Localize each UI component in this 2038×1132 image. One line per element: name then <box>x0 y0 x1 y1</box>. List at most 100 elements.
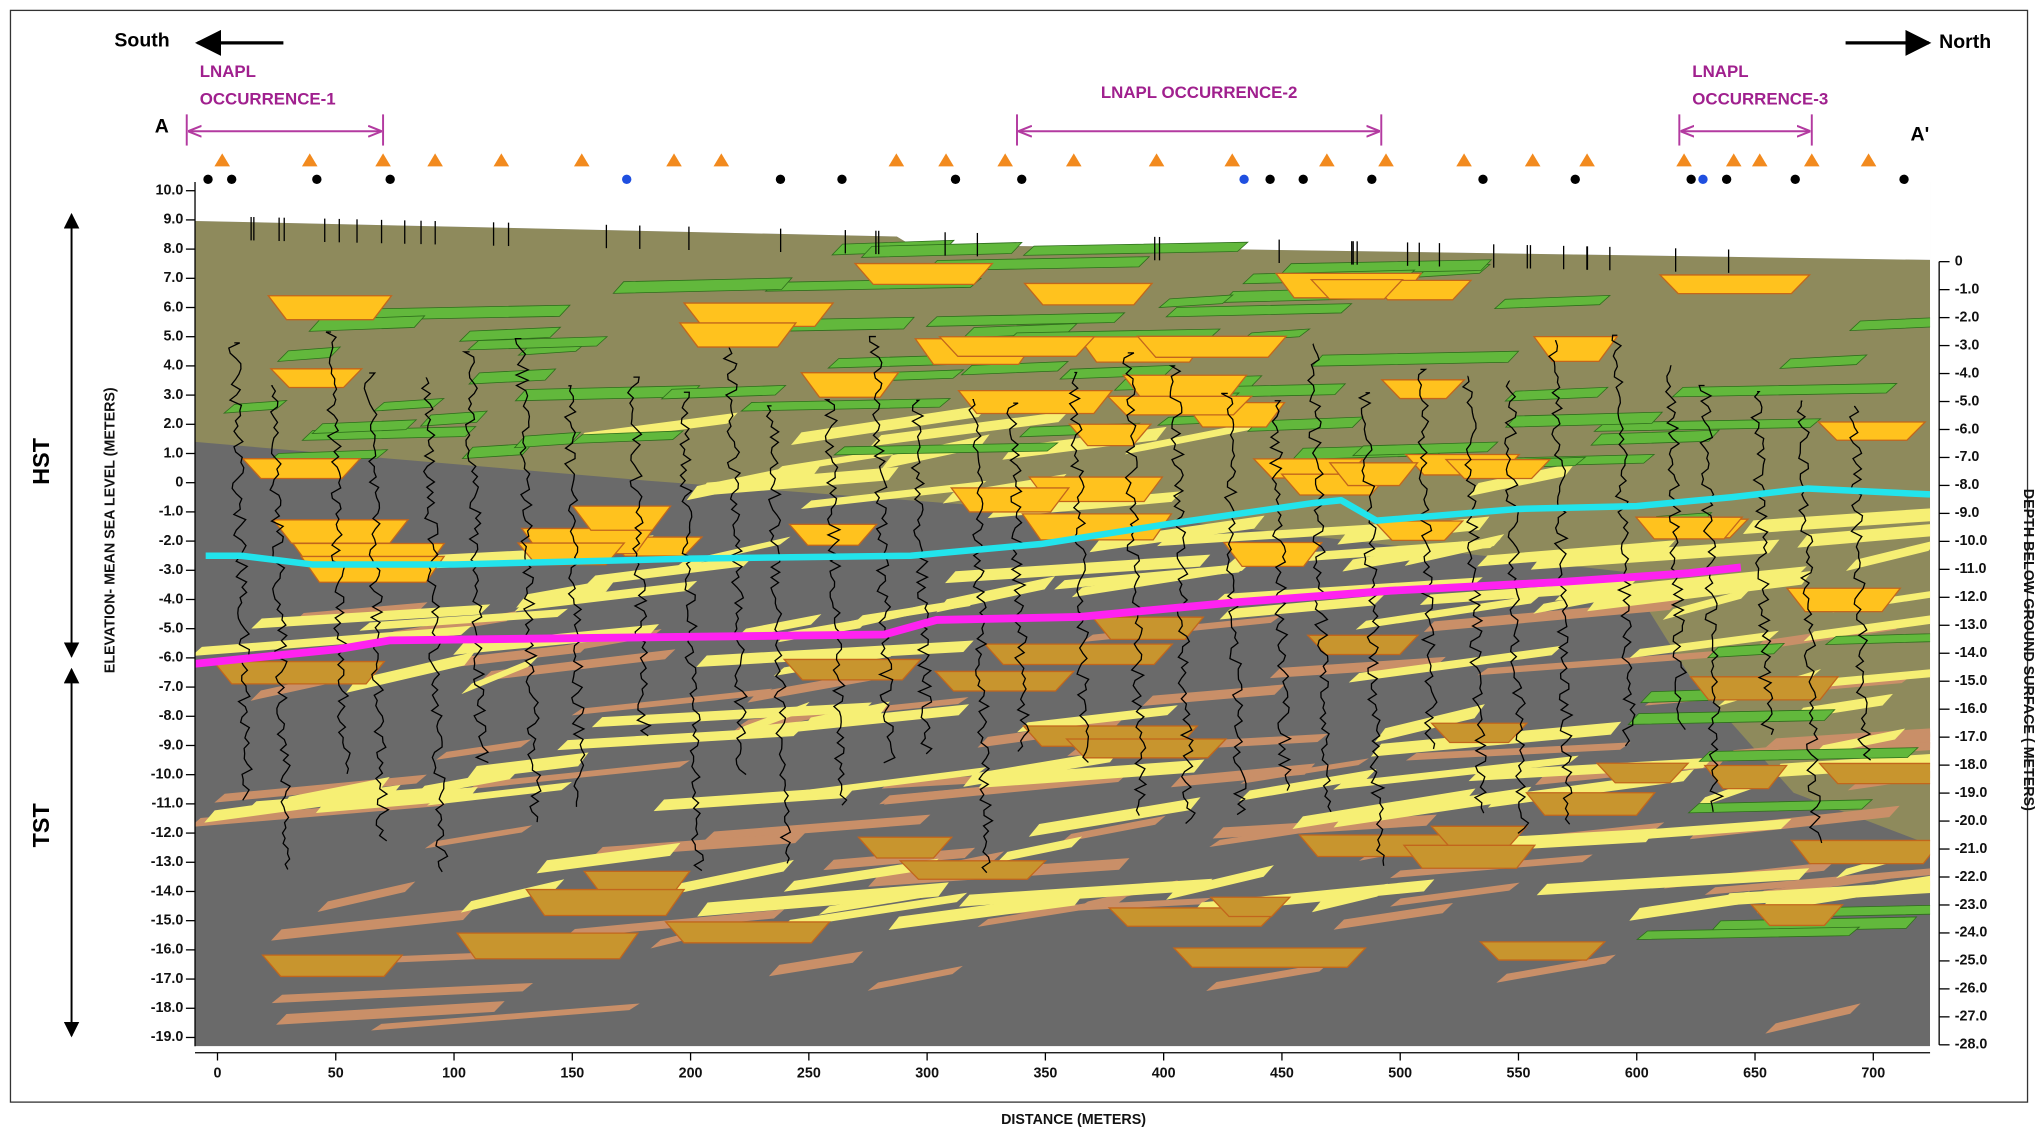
x-tick-label: 50 <box>328 1065 344 1081</box>
lithology-lens <box>573 506 671 530</box>
x-tick-label: 450 <box>1270 1065 1294 1081</box>
lithology-lens <box>263 955 403 976</box>
x-tick-label: 150 <box>560 1065 584 1081</box>
y2-tick-label: -20.0 <box>1955 813 1988 829</box>
y2-tick-label: -13.0 <box>1955 617 1988 633</box>
lithology-lens <box>1404 845 1535 868</box>
y2-tick-label: -19.0 <box>1955 785 1988 801</box>
well-marker <box>837 175 846 184</box>
lithology-lens <box>1138 336 1287 357</box>
y2-tick-label: -28.0 <box>1955 1037 1988 1053</box>
well-marker <box>1726 153 1742 166</box>
y-tick-label: 2.0 <box>163 416 183 432</box>
y2-tick-label: -15.0 <box>1955 673 1988 689</box>
well-marker <box>1525 153 1541 166</box>
lithology-lens <box>268 296 391 320</box>
y-tick-label: -5.0 <box>159 620 184 636</box>
lithology-lens <box>1660 275 1810 294</box>
lithology-lens <box>666 922 830 943</box>
well-marker <box>776 175 785 184</box>
y-tick-label: -13.0 <box>151 854 184 870</box>
lithology-lens <box>1526 793 1654 816</box>
well-marker <box>1686 175 1695 184</box>
y2-tick-label: -3.0 <box>1955 337 1980 353</box>
well-marker <box>714 153 730 166</box>
x-tick-label: 0 <box>214 1065 222 1081</box>
y2-tick-label: -21.0 <box>1955 841 1988 857</box>
x-tick-label: 100 <box>442 1065 466 1081</box>
sequence-label: TST <box>28 802 54 847</box>
lithology-lens <box>273 520 408 543</box>
well-marker <box>1478 175 1487 184</box>
x-tick-label: 300 <box>915 1065 939 1081</box>
lithology-lens <box>1791 840 1941 863</box>
y-tick-label: -16.0 <box>151 942 184 958</box>
lithology-lens <box>900 861 1045 879</box>
well-marker <box>1149 153 1165 166</box>
y2-tick-label: -23.0 <box>1955 897 1988 913</box>
well-marker <box>622 175 631 184</box>
well-marker <box>1676 153 1692 166</box>
lithology-lens <box>935 671 1073 691</box>
lithology-lens <box>1224 543 1322 567</box>
y-tick-label: -17.0 <box>151 971 184 987</box>
y2-tick-label: -25.0 <box>1955 953 1988 969</box>
y2-tick-label: -27.0 <box>1955 1009 1988 1025</box>
well-marker <box>302 153 318 166</box>
lnapl-label: LNAPL OCCURRENCE-2 <box>1101 83 1298 102</box>
well-marker <box>1299 175 1308 184</box>
well-marker <box>1319 153 1335 166</box>
y2-tick-label: -16.0 <box>1955 701 1988 717</box>
y-tick-label: 9.0 <box>163 212 183 228</box>
lnapl-label: LNAPL <box>1692 62 1748 81</box>
well-marker <box>494 153 510 166</box>
lithology-lens <box>680 323 796 347</box>
x-tick-label: 700 <box>1861 1065 1885 1081</box>
y2-tick-label: -14.0 <box>1955 645 1988 661</box>
well-marker <box>1861 153 1877 166</box>
x-tick-label: 200 <box>679 1065 703 1081</box>
well-marker <box>1456 153 1472 166</box>
x-tick-label: 250 <box>797 1065 821 1081</box>
lithology-lens <box>1174 948 1365 967</box>
section-label: A' <box>1911 123 1930 145</box>
lithology-lens <box>526 890 684 916</box>
y-tick-label: 6.0 <box>163 299 183 315</box>
y2-tick-label: -11.0 <box>1955 561 1987 577</box>
well-marker <box>1752 153 1768 166</box>
lithology-lens <box>855 264 992 285</box>
y2-tick-label: -9.0 <box>1955 505 1980 521</box>
y-tick-label: 3.0 <box>163 387 183 403</box>
well-marker <box>312 175 321 184</box>
cross-section-figure: 10.09.08.07.06.05.04.03.02.01.00-1.0-2.0… <box>0 0 2038 1132</box>
lithology-lens <box>457 933 638 959</box>
well-marker <box>1017 175 1026 184</box>
y2-tick-label: -5.0 <box>1955 393 1980 409</box>
well-marker <box>1804 153 1820 166</box>
lithology-lens <box>243 459 360 479</box>
well-marker <box>666 153 682 166</box>
lithology-lens <box>940 337 1095 357</box>
y2-tick-label: -24.0 <box>1955 925 1988 941</box>
well-marker <box>1066 153 1082 166</box>
y-tick-label: -9.0 <box>159 737 184 753</box>
y2-tick-label: -12.0 <box>1955 589 1988 605</box>
y-tick-label: 4.0 <box>163 358 183 374</box>
sequence-label: HST <box>28 437 54 484</box>
lithology-lens <box>214 662 385 684</box>
y-tick-label: -12.0 <box>151 825 184 841</box>
y-tick-label: 10.0 <box>156 182 184 198</box>
x-tick-label: 400 <box>1152 1065 1176 1081</box>
y2-tick-label: -10.0 <box>1955 533 1988 549</box>
lithology-lens <box>1123 375 1246 398</box>
lithology-lens <box>985 644 1172 664</box>
y-tick-label: -4.0 <box>159 591 184 607</box>
y-tick-label: 5.0 <box>163 328 183 344</box>
y2-tick-label: -2.0 <box>1955 309 1980 325</box>
well-marker <box>1378 153 1394 166</box>
direction-label: South <box>114 30 169 52</box>
y2-tick-label: -26.0 <box>1955 981 1988 997</box>
y-tick-label: -1.0 <box>159 504 184 520</box>
y-tick-label: -10.0 <box>151 766 184 782</box>
well-marker <box>1579 153 1595 166</box>
